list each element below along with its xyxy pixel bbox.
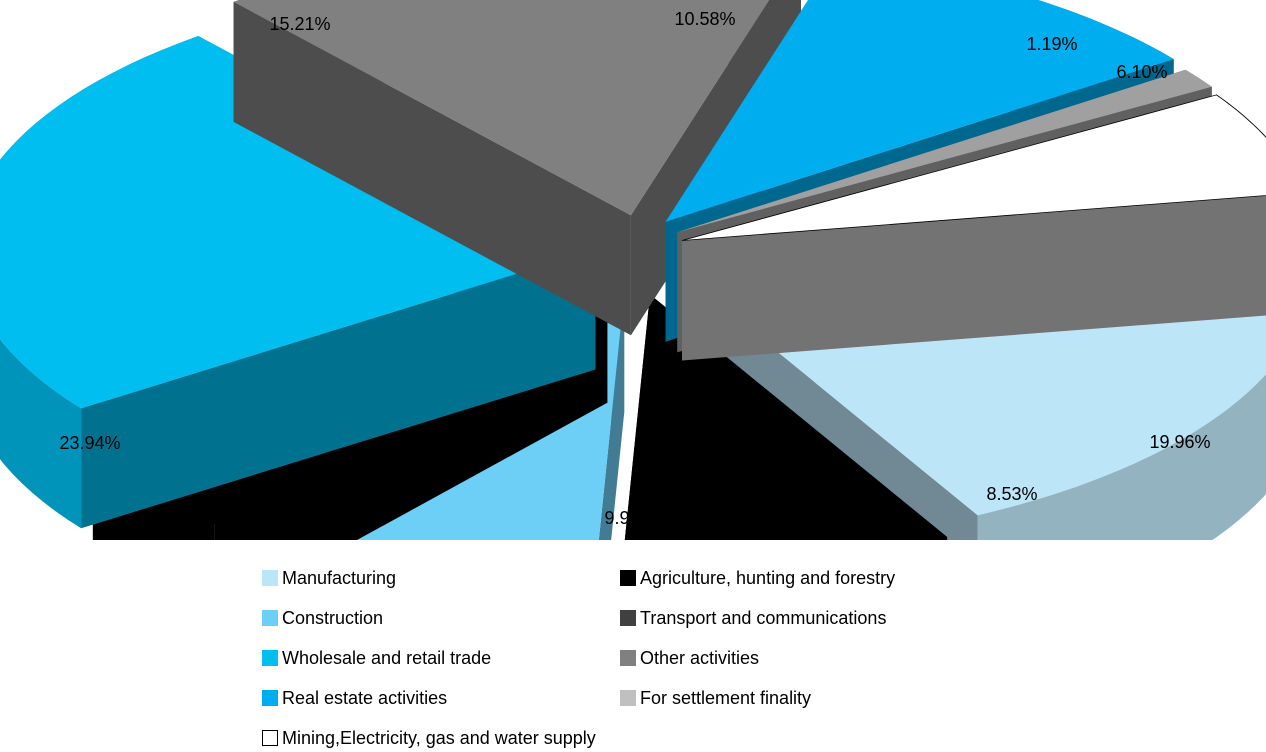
pie-slice-label: 23.94% bbox=[59, 433, 120, 453]
pie-slice-label: 6.10% bbox=[1116, 62, 1167, 82]
legend-swatch bbox=[262, 610, 278, 626]
legend-label: Agriculture, hunting and forestry bbox=[640, 567, 896, 588]
pie-slice-label: 9.99% bbox=[604, 508, 655, 528]
pie-slice-top bbox=[677, 69, 1212, 233]
pie-chart: 19.96% 8.53% 9.99% 4.50% 23.94% 15.21% 10.58% 1… bbox=[0, 0, 1266, 540]
legend-swatch bbox=[262, 730, 278, 746]
legend-item: Real estate activities bbox=[262, 686, 447, 710]
pie-slice-label: 15.21% bbox=[269, 14, 330, 34]
legend-item: Wholesale and retail trade bbox=[262, 646, 491, 670]
pie-slice-label: 1.19% bbox=[1026, 34, 1077, 54]
pie-slice-edge bbox=[598, 292, 625, 540]
pie-slice-top bbox=[0, 36, 596, 409]
pie-slice-top bbox=[233, 0, 770, 216]
legend-swatch bbox=[620, 690, 636, 706]
legend-swatch bbox=[620, 570, 636, 586]
legend-swatch bbox=[620, 610, 636, 626]
legend-swatch bbox=[262, 650, 278, 666]
legend-item: Manufacturing bbox=[262, 566, 396, 590]
legend-item: Other activities bbox=[620, 646, 759, 670]
legend-item: Mining,Electricity, gas and water supply bbox=[262, 726, 596, 750]
legend-label: Mining,Electricity, gas and water supply bbox=[282, 727, 596, 748]
legend-swatch bbox=[262, 690, 278, 706]
pie-slice-label: 19.96% bbox=[1149, 432, 1210, 452]
legend-item: Agriculture, hunting and forestry bbox=[620, 566, 895, 590]
legend-label: Other activities bbox=[640, 647, 760, 668]
pie-slice-edge bbox=[233, 1, 631, 336]
legend-item: For settlement finality bbox=[620, 686, 811, 710]
pie-slice-edge bbox=[81, 249, 596, 529]
legend-item: Construction bbox=[262, 606, 383, 630]
chart-legend: Manufacturing Agriculture, hunting and fo… bbox=[262, 566, 1022, 752]
legend-label: Manufacturing bbox=[282, 567, 397, 588]
legend-swatch bbox=[620, 650, 636, 666]
pie-slice-edge bbox=[682, 195, 1266, 361]
pie-slice-top bbox=[681, 94, 1266, 241]
pie-slice-label: 10.58% bbox=[674, 9, 735, 29]
pie-slice-top bbox=[665, 0, 1174, 222]
legend-label: Real estate activities bbox=[282, 687, 448, 708]
pie-slice-label: 4.50% bbox=[292, 489, 343, 509]
legend-label: Transport and communications bbox=[640, 607, 887, 628]
pie-slice bbox=[681, 94, 1266, 361]
legend-item: Transport and communications bbox=[620, 606, 886, 630]
legend-label: Wholesale and retail trade bbox=[282, 647, 492, 668]
legend-swatch bbox=[262, 570, 278, 586]
pie-slice-side bbox=[977, 374, 1266, 540]
legend-label: Construction bbox=[282, 607, 384, 628]
legend-label: For settlement finality bbox=[640, 687, 812, 708]
pie-slice-label: 8.53% bbox=[986, 484, 1037, 504]
